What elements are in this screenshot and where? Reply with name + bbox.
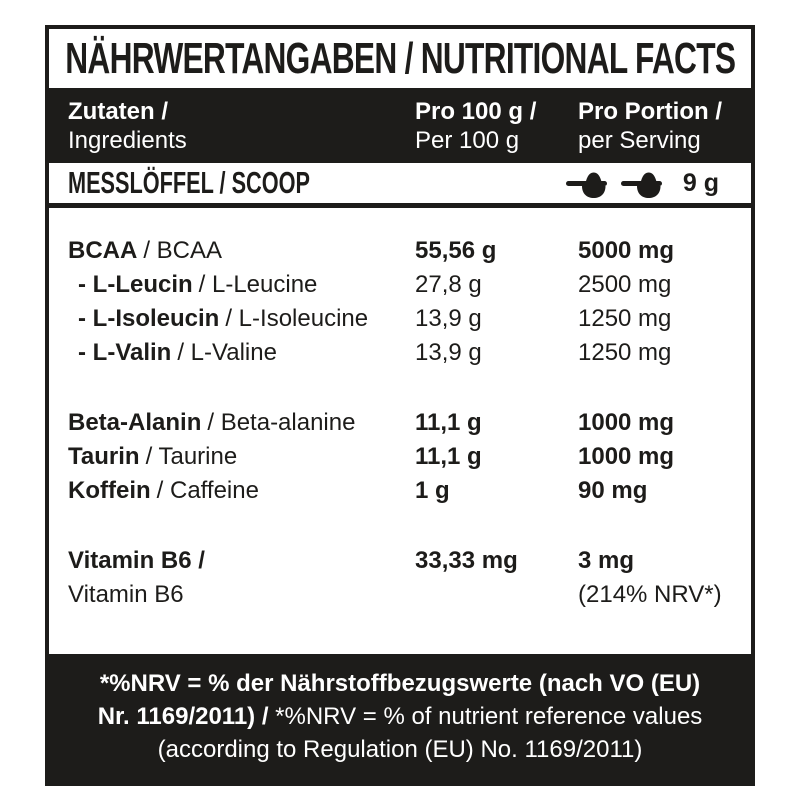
table-row-bcaa: BCAA / BCAA 55,56 g 5000 mg: [68, 234, 751, 268]
column-header: Zutaten / Ingredients Pro 100 g / Per 10…: [49, 88, 751, 163]
column-per-serving-de: Pro Portion /: [578, 97, 722, 125]
per-100g-value: 55,56 g: [415, 237, 497, 264]
table-row-koffein: Koffein / Caffeine 1 g 90 mg: [68, 474, 751, 508]
scoop-label: MESSLÖFFEL / SCOOP: [68, 165, 310, 200]
per-serving-value: 1000 mg: [578, 443, 675, 470]
nrv-note: (214% NRV*): [578, 581, 722, 608]
nutrient-name-de: Beta-Alanin: [68, 409, 202, 436]
table-row-l-isoleucin: - L-Isoleucin / L-Isoleucine 13,9 g 1250 …: [68, 302, 751, 336]
nutrient-name: Koffein / Caffeine: [68, 474, 415, 508]
column-ingredients-de: Zutaten /: [68, 97, 168, 125]
nutrient-name-en: Vitamin B6: [68, 581, 184, 608]
nutrient-name-de: BCAA: [68, 237, 138, 264]
panel-title: NÄHRWERTANGABEN / NUTRITIONAL FACTS: [65, 33, 736, 83]
per-serving-value: 1000 mg: [578, 409, 675, 436]
nutrient-name: Vitamin B6 / Vitamin B6: [68, 544, 415, 612]
column-ingredients-en: Ingredients: [68, 126, 187, 154]
footnote-line-3-text: (according to Regulation (EU) No. 1169/2…: [157, 735, 643, 763]
footnote-line-2: Nr. 1169/2011) / *%NRV = % of nutrient r…: [98, 700, 703, 733]
per-100g-value: 27,8 g: [415, 271, 482, 298]
per-100g-value: 1 g: [415, 477, 450, 504]
scoop-amount: 9 g: [682, 168, 719, 197]
nutrient-name: - L-Valin / L-Valine: [68, 336, 415, 370]
footnote-line-1: *%NRV = % der Nährstoffbezugswerte (nach…: [100, 667, 700, 700]
per-100g-value: 33,33 mg: [415, 547, 518, 574]
table-row-beta-alanin: Beta-Alanin / Beta-alanine 11,1 g 1000 mg: [68, 406, 751, 440]
per-serving-amount: 3 mg: [578, 547, 635, 574]
per-100g-value: 13,9 g: [415, 339, 482, 366]
column-ingredients: Zutaten / Ingredients: [68, 97, 415, 155]
nutrient-name-en: / L-Leucine: [198, 271, 318, 298]
table-row-l-leucin: - L-Leucin / L-Leucine 27,8 g 2500 mg: [68, 268, 751, 302]
nutrient-name-en: / L-Valine: [177, 339, 277, 366]
nutrient-table: BCAA / BCAA 55,56 g 5000 mg - L-Leucin / L…: [49, 208, 751, 654]
nutrient-name-de: - L-Isoleucin: [78, 305, 220, 332]
table-row-vitamin-b6: Vitamin B6 / Vitamin B6 33,33 mg 3 mg (21…: [68, 544, 751, 612]
per-serving-value: 3 mg (214% NRV*): [578, 544, 751, 612]
nutrient-name-de: - L-Valin: [78, 339, 172, 366]
column-per-100g: Pro 100 g / Per 100 g: [415, 97, 578, 155]
nutrient-name: Taurin / Taurine: [68, 440, 415, 474]
per-serving-value: 2500 mg: [578, 271, 672, 298]
nutrient-name-de: Taurin: [68, 443, 140, 470]
per-serving-value: 90 mg: [578, 477, 648, 504]
title-band: NÄHRWERTANGABEN / NUTRITIONAL FACTS: [49, 29, 751, 88]
table-row-taurin: Taurin / Taurine 11,1 g 1000 mg: [68, 440, 751, 474]
nutrient-name-en: / Beta-alanine: [207, 409, 356, 436]
per-100g-value: 13,9 g: [415, 305, 482, 332]
per-serving-value: 5000 mg: [578, 237, 675, 264]
scoop-row: MESSLÖFFEL / SCOOP 9: [49, 163, 751, 208]
per-100g-value: 11,1 g: [415, 409, 482, 436]
nutrient-name: - L-Isoleucin / L-Isoleucine: [68, 302, 415, 336]
scoop-amount-group: 9 g: [565, 167, 719, 199]
column-per-serving: Pro Portion / per Serving: [578, 97, 751, 155]
nutrition-facts-panel: NÄHRWERTANGABEN / NUTRITIONAL FACTS Zuta…: [45, 25, 755, 786]
table-row-l-valin: - L-Valin / L-Valine 13,9 g 1250 mg: [68, 336, 751, 370]
nutrient-name-de: Koffein: [68, 477, 151, 504]
nrv-footnote: *%NRV = % der Nährstoffbezugswerte (nach…: [49, 654, 751, 782]
nutrient-name: BCAA / BCAA: [68, 234, 415, 268]
scoop-icon: [565, 167, 613, 199]
nutrient-name-en: / Caffeine: [156, 477, 259, 504]
nutrient-name-en: / L-Isoleucine: [225, 305, 369, 332]
scoop-icon: [620, 167, 668, 199]
per-serving-value: 1250 mg: [578, 339, 672, 366]
column-per-100g-de: Pro 100 g /: [415, 97, 537, 125]
nutrient-name: - L-Leucin / L-Leucine: [68, 268, 415, 302]
footnote-line-1-text: *%NRV = % der Nährstoffbezugswerte (nach…: [99, 669, 701, 697]
column-per-100g-en: Per 100 g: [415, 126, 520, 154]
nutrient-name-en: / BCAA: [143, 237, 223, 264]
footnote-line-2-rest: *%NRV = % of nutrient reference values: [275, 702, 703, 730]
nutrient-name-de: - L-Leucin: [78, 271, 193, 298]
scoop-label-wrap: MESSLÖFFEL / SCOOP: [68, 165, 414, 201]
column-per-serving-en: per Serving: [578, 126, 701, 154]
nutrient-name-de: Vitamin B6 /: [68, 547, 205, 574]
footnote-line-3: (according to Regulation (EU) No. 1169/2…: [158, 733, 643, 766]
per-100g-value: 11,1 g: [415, 443, 482, 470]
per-serving-value: 1250 mg: [578, 305, 672, 332]
nutrient-name: Beta-Alanin / Beta-alanine: [68, 406, 415, 440]
footnote-line-2-bold: Nr. 1169/2011) /: [97, 702, 269, 730]
nutrient-name-en: / Taurine: [145, 443, 238, 470]
